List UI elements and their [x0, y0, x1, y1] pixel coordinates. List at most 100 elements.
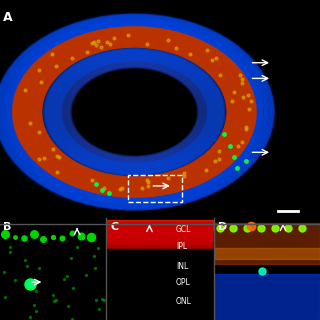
- Polygon shape: [209, 149, 234, 162]
- Polygon shape: [227, 112, 256, 113]
- Polygon shape: [82, 35, 96, 53]
- Polygon shape: [13, 108, 42, 110]
- Polygon shape: [78, 170, 92, 188]
- Polygon shape: [227, 105, 256, 107]
- Polygon shape: [202, 54, 224, 68]
- Polygon shape: [14, 97, 43, 101]
- Polygon shape: [15, 125, 44, 131]
- Polygon shape: [222, 132, 250, 140]
- Polygon shape: [158, 174, 167, 194]
- Polygon shape: [23, 76, 50, 85]
- Polygon shape: [20, 134, 47, 142]
- Polygon shape: [227, 113, 256, 114]
- Polygon shape: [22, 136, 49, 145]
- Polygon shape: [227, 103, 256, 106]
- Polygon shape: [23, 138, 50, 147]
- Polygon shape: [220, 136, 247, 144]
- Polygon shape: [13, 111, 42, 113]
- Polygon shape: [226, 97, 254, 101]
- Polygon shape: [99, 174, 109, 194]
- Polygon shape: [176, 170, 190, 188]
- Polygon shape: [190, 164, 208, 180]
- Polygon shape: [227, 116, 256, 118]
- Polygon shape: [66, 41, 84, 58]
- Polygon shape: [205, 154, 228, 167]
- Polygon shape: [92, 173, 103, 192]
- Polygon shape: [226, 96, 254, 100]
- Polygon shape: [225, 93, 253, 98]
- Polygon shape: [227, 102, 255, 106]
- Polygon shape: [111, 28, 118, 48]
- Polygon shape: [189, 43, 207, 60]
- Polygon shape: [13, 112, 42, 114]
- Polygon shape: [55, 47, 75, 63]
- Polygon shape: [227, 106, 256, 108]
- Polygon shape: [227, 109, 256, 110]
- Polygon shape: [159, 174, 169, 194]
- Polygon shape: [183, 167, 199, 185]
- Polygon shape: [17, 88, 45, 95]
- Polygon shape: [162, 174, 172, 193]
- Polygon shape: [171, 172, 183, 190]
- Polygon shape: [181, 168, 197, 186]
- Polygon shape: [223, 87, 251, 93]
- Polygon shape: [191, 163, 209, 180]
- Polygon shape: [14, 123, 43, 127]
- Polygon shape: [198, 159, 219, 174]
- Polygon shape: [163, 31, 173, 51]
- Polygon shape: [146, 28, 151, 48]
- Polygon shape: [107, 29, 115, 49]
- Polygon shape: [30, 145, 55, 156]
- Polygon shape: [209, 61, 233, 74]
- Polygon shape: [195, 48, 215, 63]
- Polygon shape: [181, 38, 197, 56]
- Polygon shape: [13, 116, 42, 119]
- Polygon shape: [123, 177, 127, 197]
- Polygon shape: [14, 100, 43, 103]
- Polygon shape: [36, 150, 60, 163]
- Polygon shape: [65, 42, 82, 59]
- Polygon shape: [28, 70, 53, 81]
- Polygon shape: [140, 27, 143, 47]
- Polygon shape: [51, 159, 71, 174]
- Polygon shape: [225, 127, 253, 132]
- Polygon shape: [222, 133, 250, 140]
- Polygon shape: [203, 155, 225, 170]
- Polygon shape: [156, 29, 164, 49]
- Polygon shape: [122, 27, 126, 47]
- Polygon shape: [226, 100, 255, 104]
- Polygon shape: [170, 172, 182, 191]
- Polygon shape: [219, 78, 246, 86]
- Polygon shape: [182, 39, 198, 57]
- Polygon shape: [91, 32, 102, 52]
- Polygon shape: [193, 46, 213, 62]
- Polygon shape: [44, 156, 67, 170]
- Polygon shape: [167, 32, 179, 52]
- Polygon shape: [223, 130, 252, 136]
- Polygon shape: [225, 124, 254, 129]
- Polygon shape: [174, 35, 187, 53]
- Polygon shape: [29, 68, 55, 80]
- Polygon shape: [168, 172, 180, 191]
- Polygon shape: [209, 62, 234, 75]
- Polygon shape: [74, 168, 89, 187]
- Polygon shape: [43, 155, 66, 169]
- Polygon shape: [184, 40, 201, 58]
- Polygon shape: [13, 109, 42, 111]
- Polygon shape: [70, 167, 86, 185]
- Text: A: A: [3, 11, 13, 24]
- Polygon shape: [14, 101, 43, 104]
- Polygon shape: [102, 30, 111, 49]
- Polygon shape: [25, 74, 51, 84]
- Polygon shape: [22, 78, 49, 87]
- Polygon shape: [56, 162, 76, 178]
- Polygon shape: [81, 35, 94, 54]
- Polygon shape: [13, 110, 42, 112]
- Polygon shape: [16, 127, 44, 133]
- Polygon shape: [22, 137, 49, 146]
- Polygon shape: [34, 63, 58, 76]
- Polygon shape: [101, 174, 110, 194]
- Polygon shape: [66, 166, 84, 183]
- Polygon shape: [16, 128, 45, 134]
- Polygon shape: [158, 30, 167, 50]
